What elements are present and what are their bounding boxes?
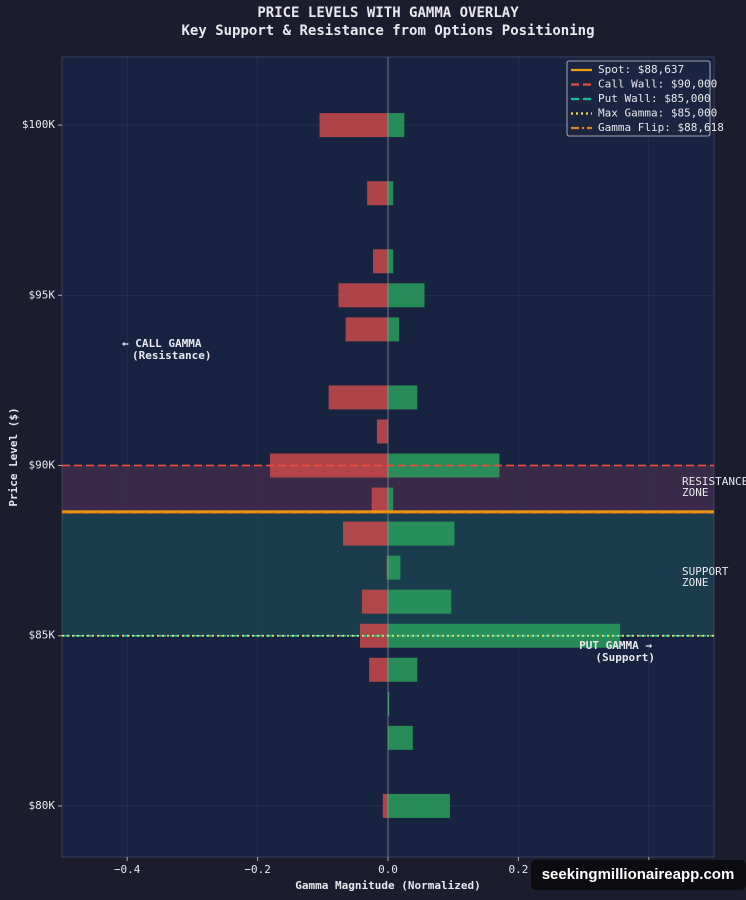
bar — [388, 181, 394, 206]
y-tick-label: $80K — [29, 799, 56, 812]
annotation: (Support) — [595, 651, 655, 664]
bar — [382, 793, 388, 818]
bar — [388, 453, 500, 478]
y-tick-label: $90K — [29, 459, 56, 472]
zone-label: ZONE — [682, 486, 709, 499]
bar — [345, 317, 388, 342]
x-tick-label: 0.2 — [508, 863, 528, 876]
x-tick-label: −0.2 — [244, 863, 271, 876]
bar — [373, 249, 388, 274]
bar — [388, 317, 400, 342]
bar — [388, 725, 413, 750]
bar — [328, 385, 388, 410]
bar — [388, 385, 418, 410]
watermark-box — [531, 860, 746, 890]
zone-label: ZONE — [682, 576, 709, 589]
bar — [388, 589, 452, 614]
bar — [388, 555, 401, 580]
bar — [367, 181, 388, 206]
legend-label: Call Wall: $90,000 — [598, 78, 717, 91]
watermark: seekingmillionaireapp.com — [542, 866, 735, 883]
bar — [371, 487, 388, 512]
x-tick-label: −0.4 — [114, 863, 141, 876]
y-tick-label: $85K — [29, 629, 56, 642]
bar — [388, 113, 405, 138]
bar — [386, 555, 388, 580]
legend-label: Max Gamma: $85,000 — [598, 107, 717, 120]
bar — [388, 521, 455, 546]
bar — [388, 487, 394, 512]
y-tick-label: $95K — [29, 288, 56, 301]
bar — [369, 657, 388, 682]
legend-label: Put Wall: $85,000 — [598, 92, 711, 105]
zone-label: SUPPORT — [682, 565, 729, 578]
legend-label: Gamma Flip: $88,618 — [598, 121, 724, 134]
bar — [388, 283, 425, 308]
chart-title: PRICE LEVELS WITH GAMMA OVERLAY — [257, 5, 519, 21]
legend-box — [566, 60, 711, 137]
y-axis-label: Price Level ($) — [7, 407, 20, 506]
y-tick-label: $100K — [22, 118, 55, 131]
bar — [319, 113, 388, 138]
bar — [361, 589, 388, 614]
bar — [343, 521, 388, 546]
x-tick-label: 0.0 — [378, 863, 398, 876]
annotation: (Resistance) — [132, 349, 211, 362]
bar — [338, 283, 388, 308]
chart-subtitle: Key Support & Resistance from Options Po… — [181, 23, 594, 39]
bar — [388, 657, 418, 682]
annotation: ← CALL GAMMA — [122, 337, 202, 350]
bar — [388, 793, 450, 818]
bar — [388, 249, 394, 274]
annotation: PUT GAMMA → — [579, 639, 652, 652]
bar — [376, 419, 388, 444]
x-axis-label: Gamma Magnitude (Normalized) — [295, 879, 480, 892]
zone-label: RESISTANCE — [682, 475, 746, 488]
bar — [388, 691, 390, 716]
legend-label: Spot: $88,637 — [598, 63, 684, 76]
